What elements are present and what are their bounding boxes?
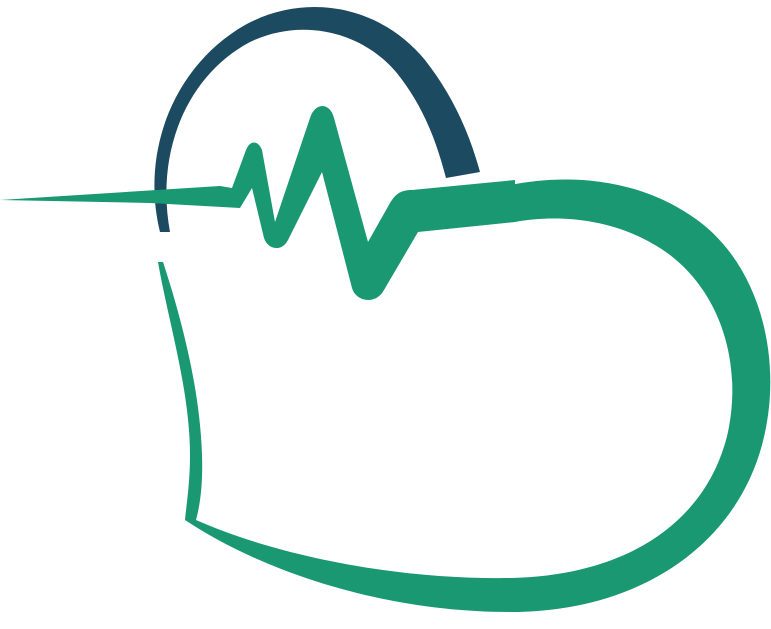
pulse-line	[0, 106, 515, 300]
heart-left-side	[158, 262, 203, 520]
heart-top-arc	[154, 7, 480, 232]
